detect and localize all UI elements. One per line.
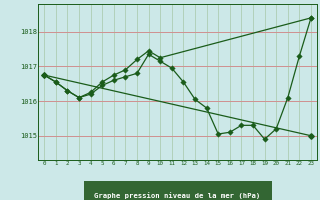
Text: Graphe pression niveau de la mer (hPa): Graphe pression niveau de la mer (hPa) (94, 192, 261, 199)
